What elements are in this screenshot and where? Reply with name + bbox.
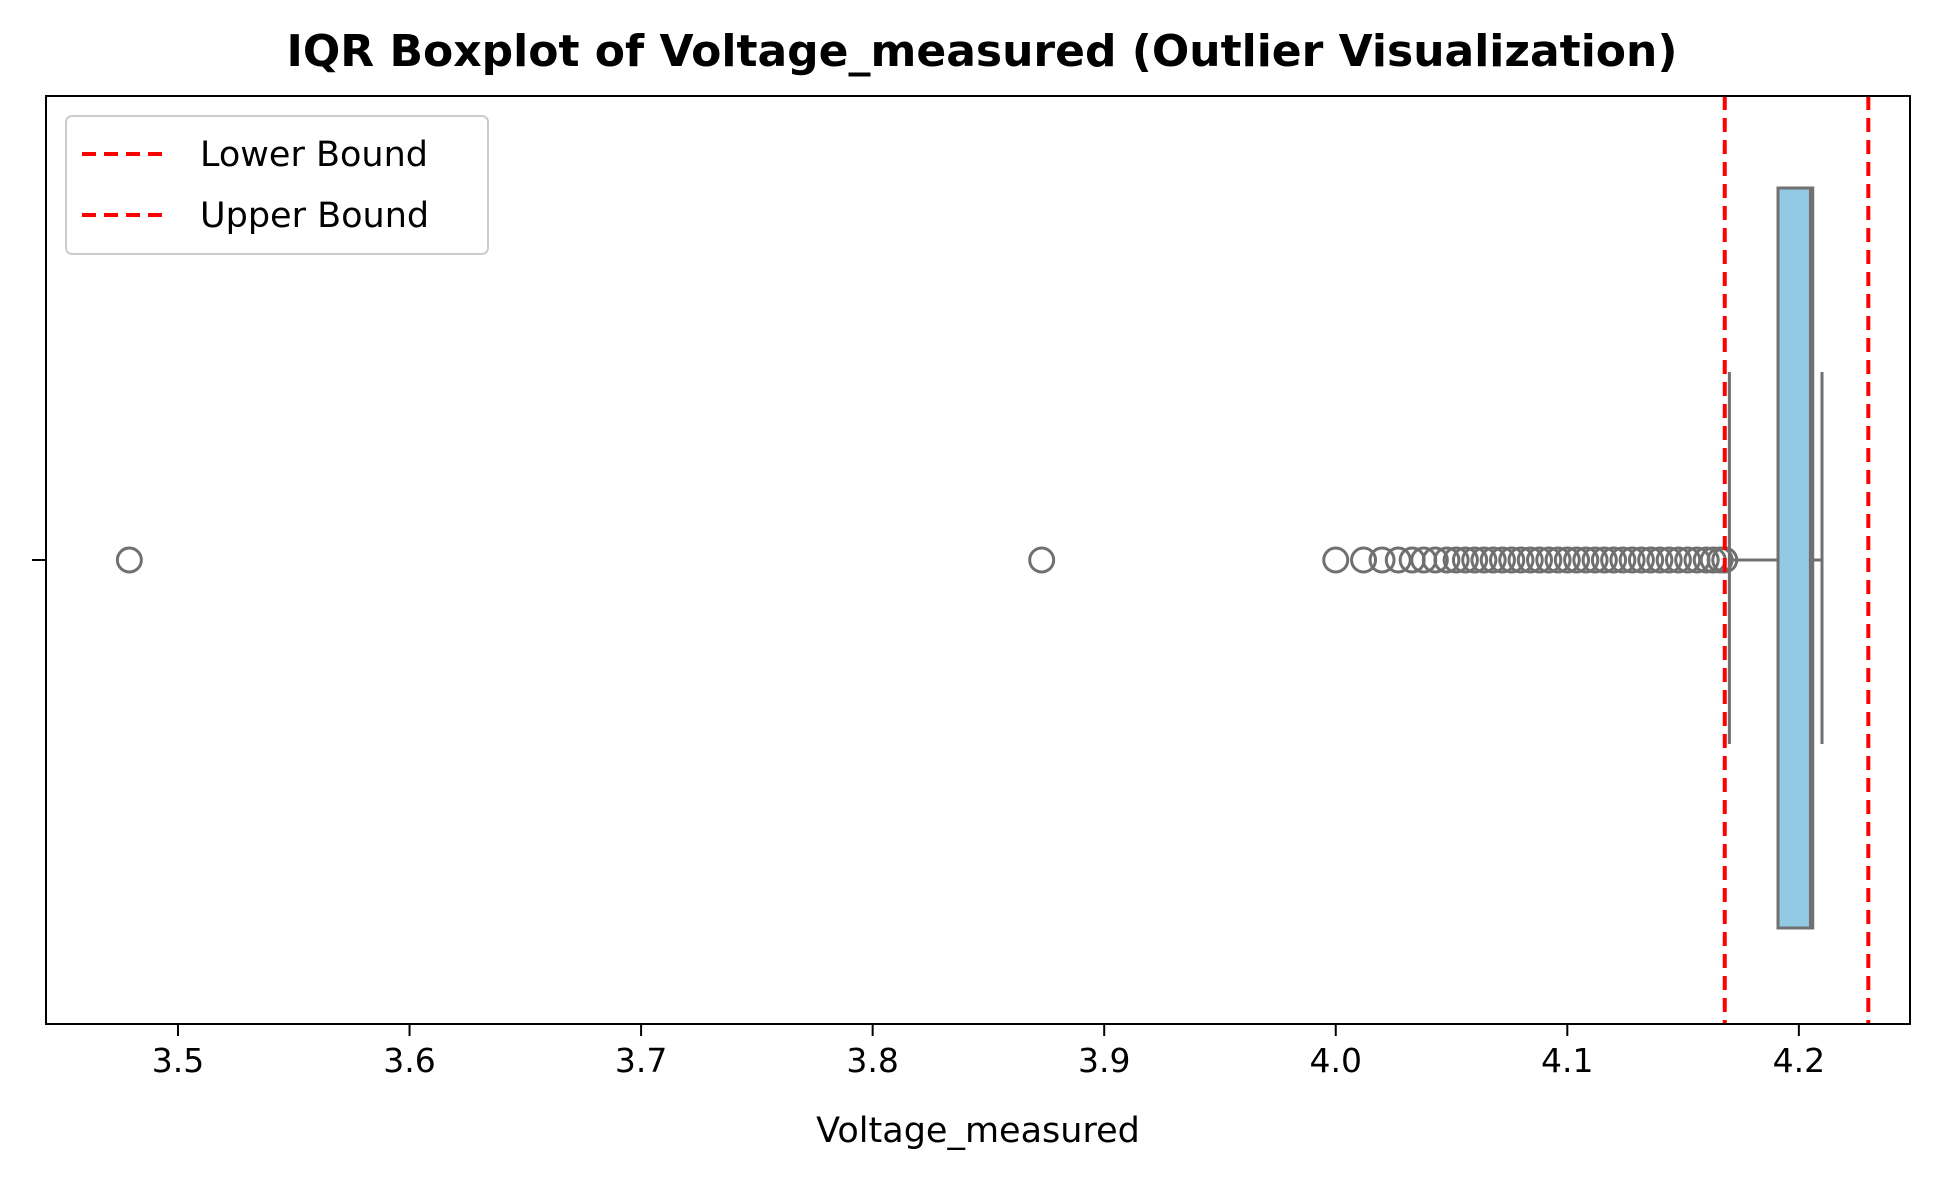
plot-area: [115, 96, 1871, 1024]
legend-label-upper-bound: Upper Bound: [200, 196, 429, 236]
outlier-point: [1627, 546, 1655, 574]
outlier-point: [1028, 546, 1056, 574]
outlier-point: [1655, 546, 1683, 574]
outlier-point: [1581, 546, 1609, 574]
outlier-point: [1590, 546, 1618, 574]
outlier-point: [1563, 546, 1591, 574]
outlier-point: [1637, 546, 1665, 574]
x-tick-label: 3.7: [615, 1041, 667, 1080]
iqr-box: [1776, 186, 1815, 930]
legend: Lower Bound Upper Bound: [65, 115, 489, 255]
outlier-point: [1433, 546, 1461, 574]
outlier-point: [1350, 546, 1378, 574]
outlier-point: [1368, 546, 1396, 574]
outlier-point: [1664, 546, 1692, 574]
legend-label-lower-bound: Lower Bound: [200, 135, 428, 175]
x-tick-label: 3.8: [846, 1041, 898, 1080]
outlier-point: [1488, 546, 1516, 574]
outlier-point: [1692, 546, 1720, 574]
outlier-point: [1516, 546, 1544, 574]
outlier-point: [1646, 546, 1674, 574]
outlier-point: [1600, 546, 1628, 574]
outlier-point: [1421, 546, 1449, 574]
x-tick-label: 4.2: [1773, 1041, 1825, 1080]
outlier-point: [1470, 546, 1498, 574]
outlier-point: [1442, 546, 1470, 574]
outlier-point: [1498, 546, 1526, 574]
outlier-point: [115, 546, 143, 574]
outlier-point: [1553, 546, 1581, 574]
outlier-point: [1461, 546, 1489, 574]
x-tick-label: 3.5: [152, 1041, 204, 1080]
outlier-point: [1507, 546, 1535, 574]
x-tick-label: 3.9: [1078, 1041, 1130, 1080]
outlier-point: [1544, 546, 1572, 574]
outlier-point: [1609, 546, 1637, 574]
chart-title: IQR Boxplot of Voltage_measured (Outlier…: [287, 26, 1678, 77]
outlier-point: [1535, 546, 1563, 574]
legend-box: [65, 115, 489, 255]
x-tick-label: 4.0: [1310, 1041, 1362, 1080]
x-axis-label: Voltage_measured: [816, 1111, 1140, 1151]
x-tick-label: 4.1: [1541, 1041, 1593, 1080]
outlier-point: [1526, 546, 1554, 574]
outlier-point: [1479, 546, 1507, 574]
x-axis: 3.5 3.6 3.7 3.8 3.9 4.0 4.1 4.2: [152, 1024, 1825, 1080]
outlier-point: [1572, 546, 1600, 574]
x-tick-label: 3.6: [383, 1041, 435, 1080]
outlier-point: [1322, 546, 1350, 574]
outlier-point: [1451, 546, 1479, 574]
outlier-point: [1618, 546, 1646, 574]
